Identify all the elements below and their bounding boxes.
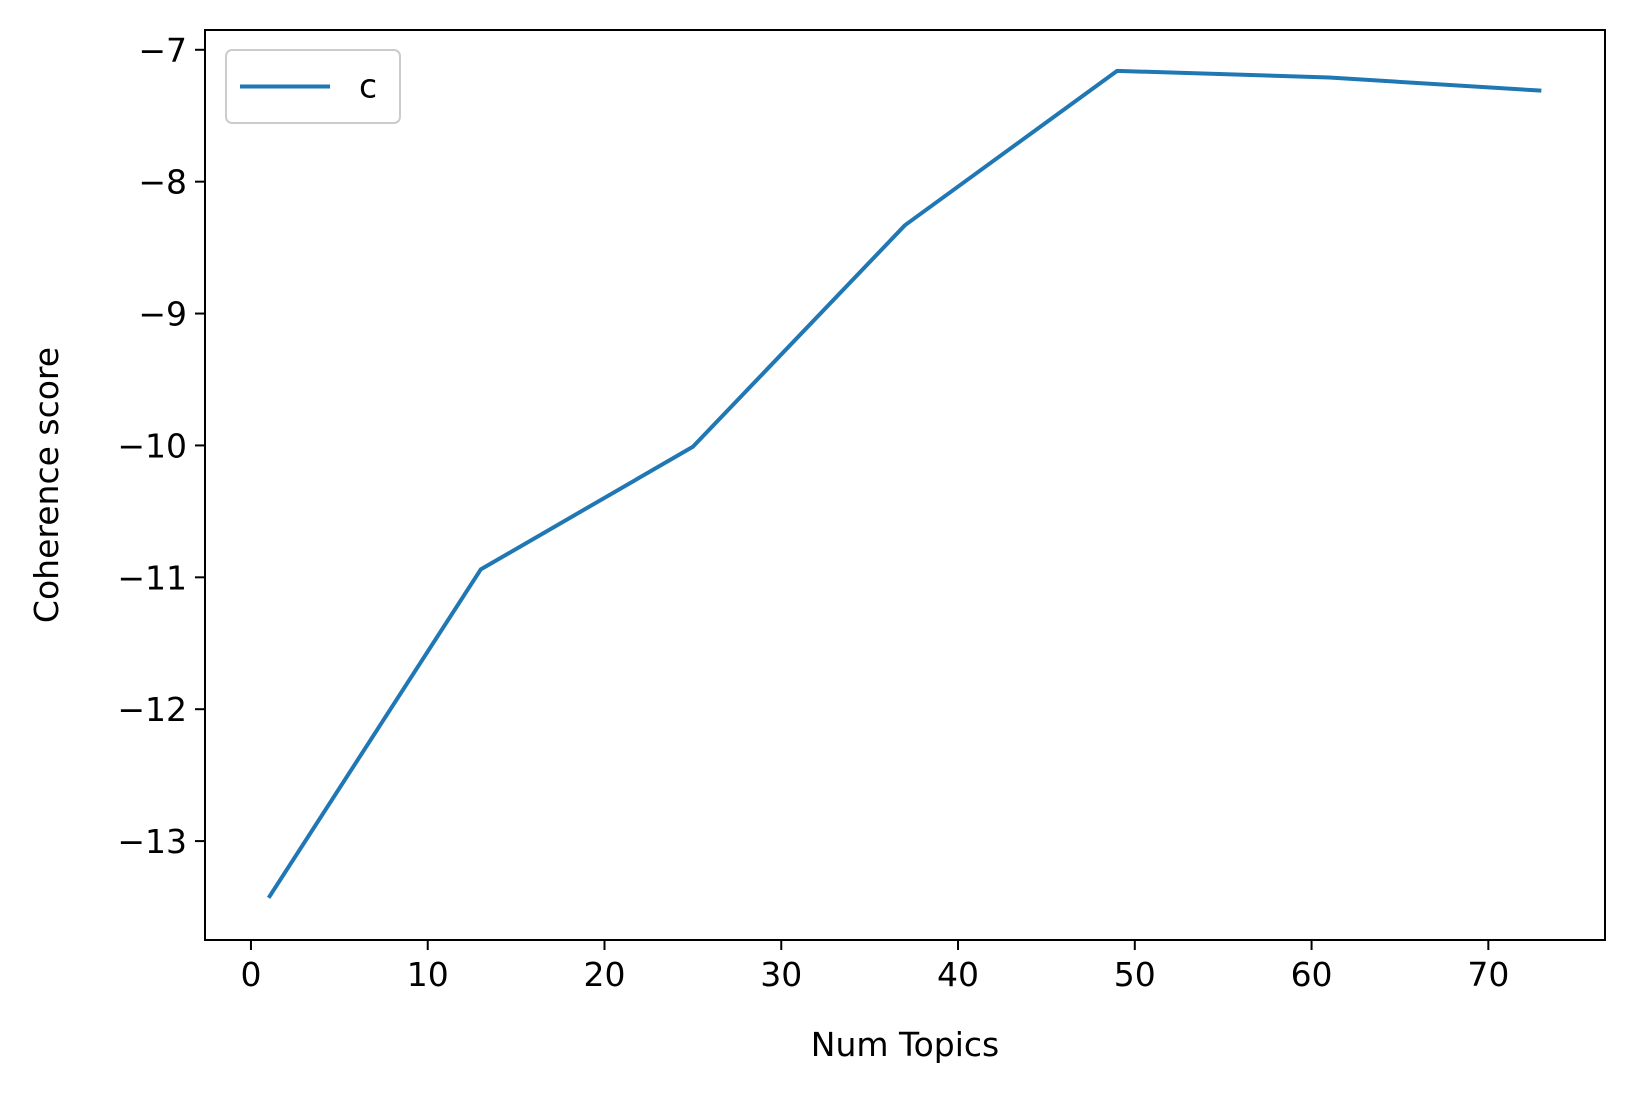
y-axis-label: Coherence score — [27, 347, 66, 623]
x-tick-label: 30 — [760, 955, 802, 994]
x-tick-label: 0 — [240, 955, 261, 994]
x-tick-label: 60 — [1291, 955, 1333, 994]
y-tick-label: −9 — [138, 295, 187, 334]
plot-area — [204, 29, 1606, 941]
y-tick-label: −11 — [117, 558, 187, 597]
x-axis-label: Num Topics — [811, 1025, 999, 1064]
y-tick-label: −12 — [117, 690, 187, 729]
x-tick-label: 50 — [1114, 955, 1156, 994]
legend: c — [225, 49, 401, 124]
x-tick-label: 70 — [1467, 955, 1509, 994]
y-axis-ticks: −13 −12 −11 −10 −9 −8 −7 — [117, 31, 205, 861]
y-tick-label: −10 — [117, 426, 187, 465]
x-tick-label: 10 — [407, 955, 449, 994]
y-tick-label: −8 — [138, 163, 187, 202]
series-line-c — [266, 68, 1542, 899]
legend-label: c — [359, 67, 377, 106]
y-tick-label: −13 — [117, 822, 187, 861]
x-axis-ticks: 0 10 20 30 40 50 60 70 — [240, 940, 1509, 994]
y-tick-label: −7 — [138, 31, 187, 70]
axes-frame — [204, 29, 1606, 941]
x-tick-label: 20 — [583, 955, 625, 994]
x-tick-label: 40 — [937, 955, 979, 994]
